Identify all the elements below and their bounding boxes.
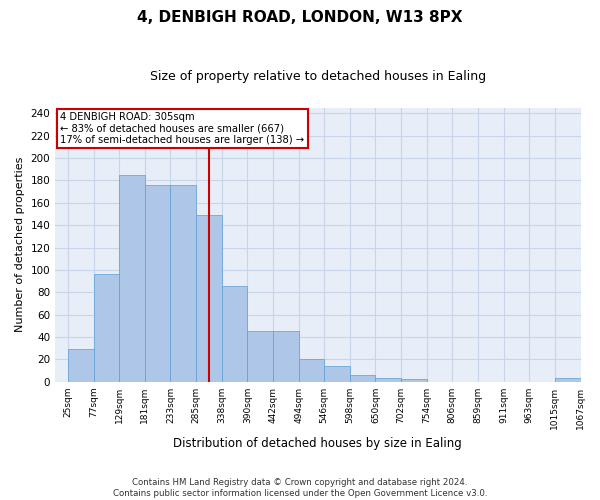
- Text: 4, DENBIGH ROAD, LONDON, W13 8PX: 4, DENBIGH ROAD, LONDON, W13 8PX: [137, 10, 463, 25]
- Y-axis label: Number of detached properties: Number of detached properties: [15, 157, 25, 332]
- Bar: [299, 360, 324, 382]
- Title: Size of property relative to detached houses in Ealing: Size of property relative to detached ho…: [150, 70, 486, 83]
- Text: 4 DENBIGH ROAD: 305sqm
← 83% of detached houses are smaller (667)
17% of semi-de: 4 DENBIGH ROAD: 305sqm ← 83% of detached…: [61, 112, 305, 145]
- Bar: [94, 274, 119, 382]
- Bar: [376, 378, 401, 382]
- Bar: [145, 185, 170, 382]
- Bar: [555, 378, 581, 382]
- Bar: [273, 332, 299, 382]
- Bar: [170, 185, 196, 382]
- Bar: [68, 350, 94, 382]
- Bar: [196, 215, 222, 382]
- Bar: [401, 380, 427, 382]
- Bar: [119, 175, 145, 382]
- Bar: [324, 366, 350, 382]
- Bar: [350, 375, 376, 382]
- Bar: [222, 286, 247, 382]
- Bar: [247, 332, 273, 382]
- Text: Contains HM Land Registry data © Crown copyright and database right 2024.
Contai: Contains HM Land Registry data © Crown c…: [113, 478, 487, 498]
- X-axis label: Distribution of detached houses by size in Ealing: Distribution of detached houses by size …: [173, 437, 462, 450]
